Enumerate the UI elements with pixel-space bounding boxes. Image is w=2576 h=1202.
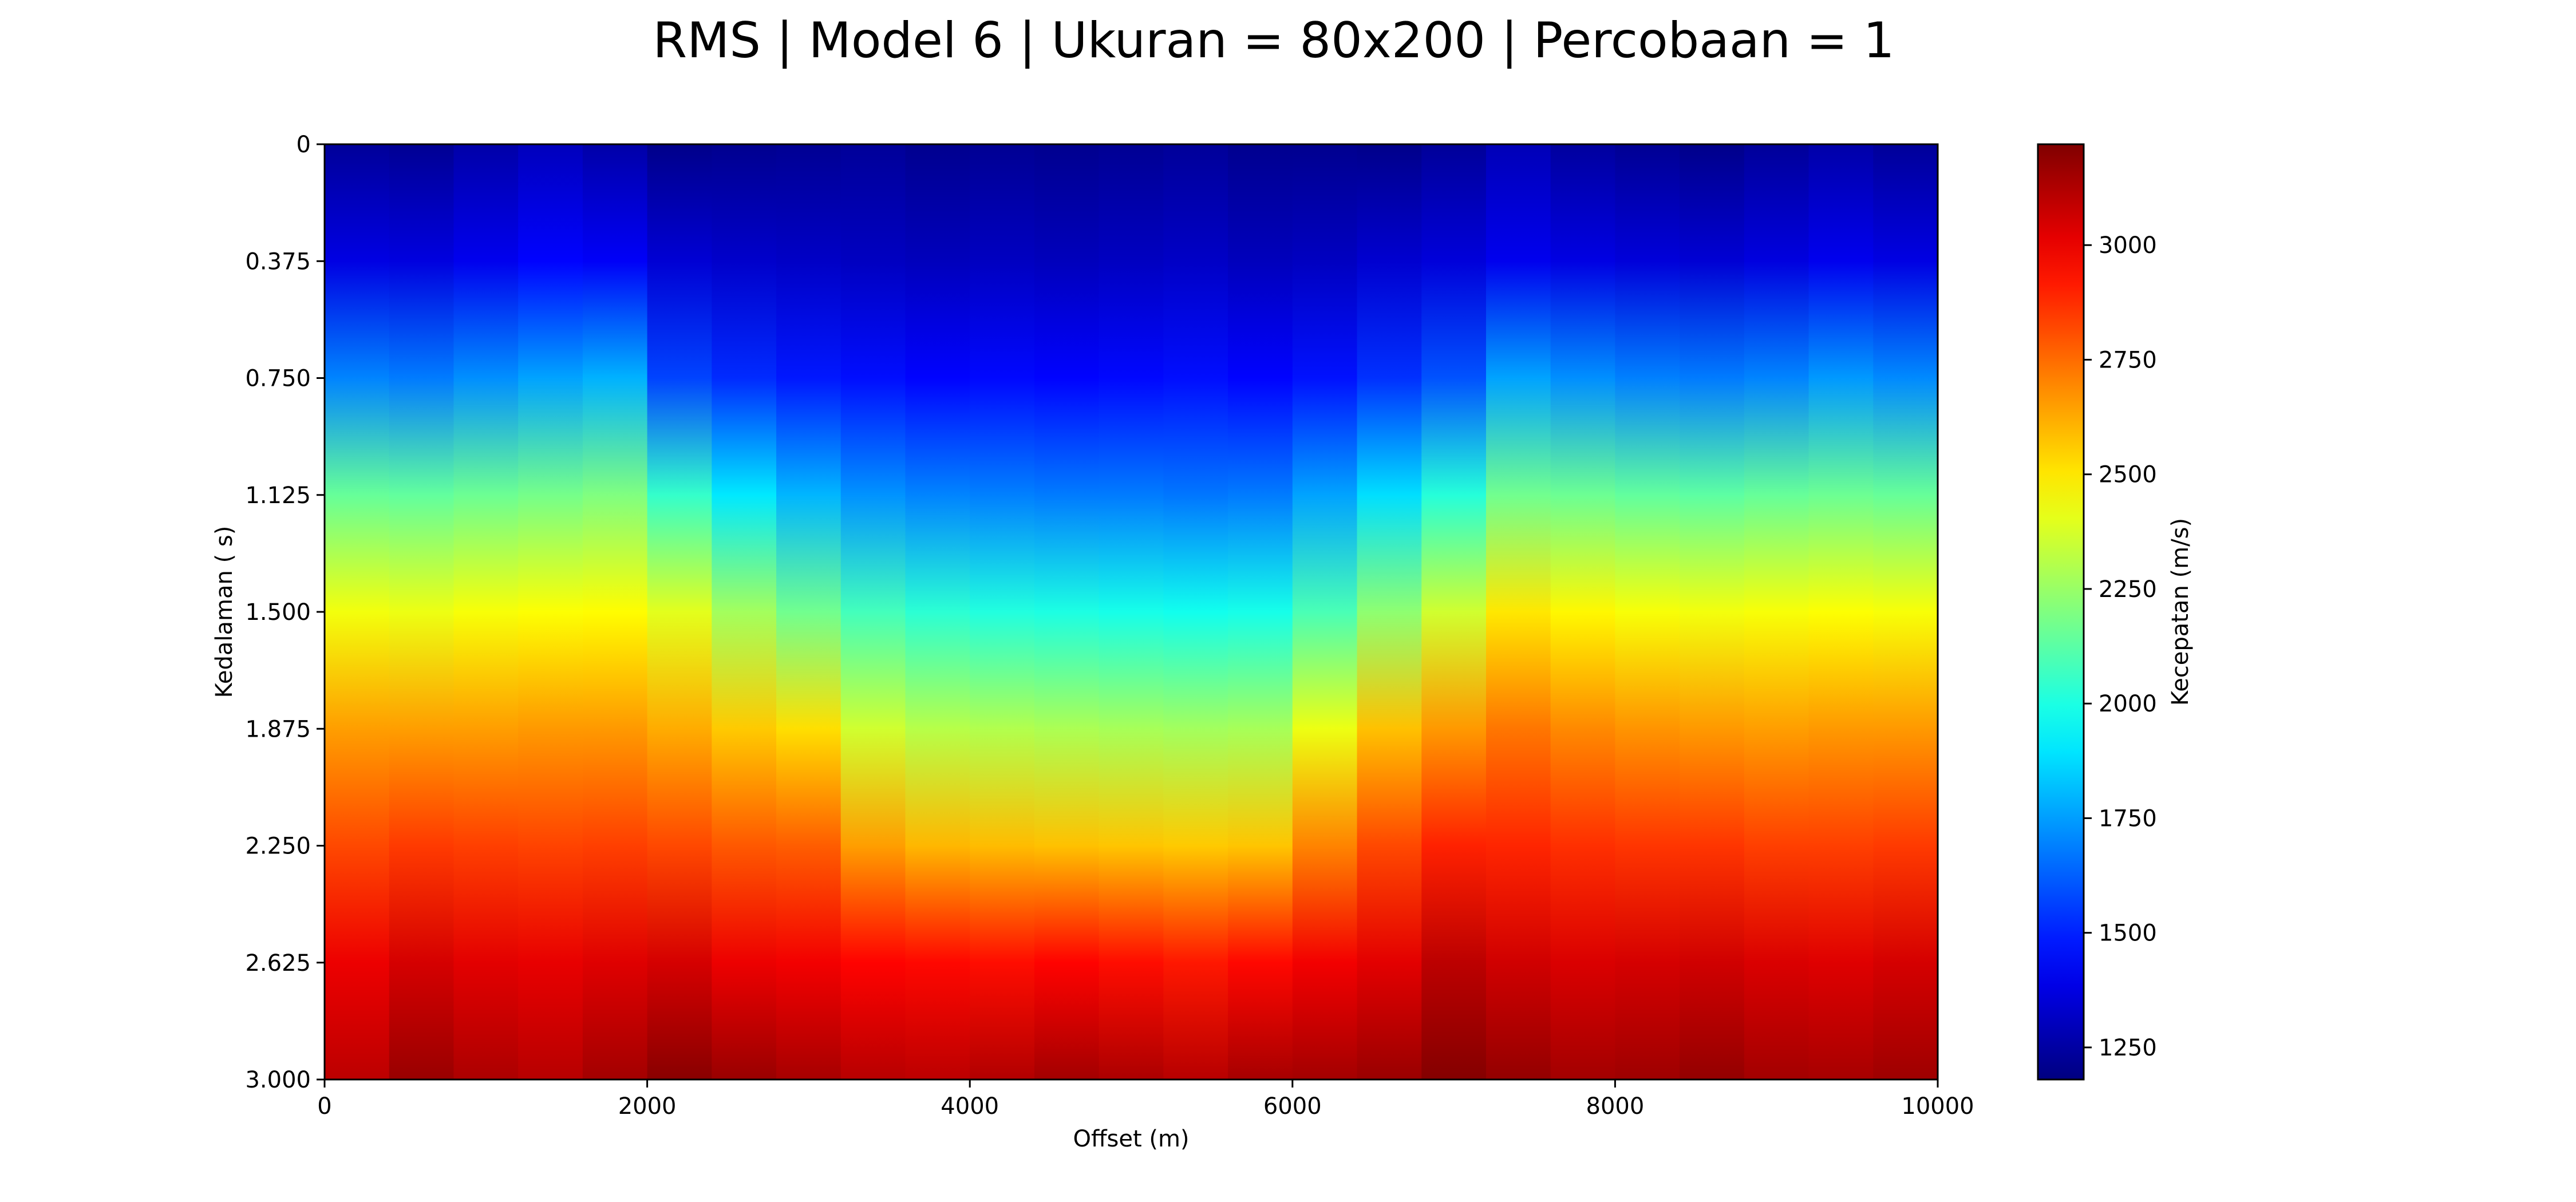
colorbar-tick-label: 2000 bbox=[2099, 691, 2157, 717]
heatmap-column bbox=[1357, 144, 1423, 1080]
heatmap-column bbox=[1228, 144, 1293, 1080]
y-tick-label: 2.625 bbox=[245, 950, 311, 976]
x-tick-label: 0 bbox=[317, 1093, 331, 1120]
y-tick-label: 1.875 bbox=[245, 716, 311, 742]
colorbar-tick-label: 2250 bbox=[2099, 576, 2157, 603]
colorbar-tick-label: 3000 bbox=[2099, 232, 2157, 259]
y-tick-label: 1.500 bbox=[245, 599, 311, 626]
colorbar-tick-label: 1500 bbox=[2099, 920, 2157, 947]
colorbar-tick-label: 1750 bbox=[2099, 805, 2157, 832]
heatmap-column bbox=[389, 144, 455, 1080]
y-axis-label: Kedalaman ( s) bbox=[211, 526, 238, 698]
colorbar-label: Kecepatan (m/s) bbox=[2167, 518, 2194, 706]
x-tick-label: 6000 bbox=[1263, 1093, 1322, 1120]
heatmap-column bbox=[905, 144, 970, 1080]
x-tick-label: 4000 bbox=[941, 1093, 999, 1120]
heatmap-column bbox=[776, 144, 841, 1080]
heatmap-column bbox=[1034, 144, 1100, 1080]
colorbar-tick-label: 2500 bbox=[2099, 462, 2157, 488]
x-tick-label: 8000 bbox=[1586, 1093, 1645, 1120]
heatmap-column bbox=[1485, 144, 1551, 1080]
y-tick-label: 0.375 bbox=[245, 248, 311, 275]
colorbar-tick-label: 1250 bbox=[2099, 1035, 2157, 1061]
heatmap-column bbox=[582, 144, 648, 1080]
colorbar bbox=[2037, 143, 2085, 1081]
heatmap-column bbox=[840, 144, 906, 1080]
heatmap-column bbox=[1550, 144, 1616, 1080]
y-tick-label: 3.000 bbox=[245, 1067, 311, 1093]
heatmap-column bbox=[325, 144, 390, 1080]
heatmap-column bbox=[1808, 144, 1874, 1080]
x-tick-label: 10000 bbox=[1901, 1093, 1974, 1120]
heatmap-column bbox=[1421, 144, 1487, 1080]
heatmap-column bbox=[1099, 144, 1164, 1080]
heatmap-column bbox=[1680, 144, 1745, 1080]
heatmap-column bbox=[518, 144, 583, 1080]
x-tick-label: 2000 bbox=[618, 1093, 677, 1120]
y-tick-label: 2.250 bbox=[245, 833, 311, 860]
heatmap-column bbox=[1163, 144, 1228, 1080]
chart-title: RMS | Model 6 | Ukuran = 80x200 | Percob… bbox=[653, 12, 1894, 69]
x-axis-ticks: 0 2000 4000 6000 8000 10000 bbox=[317, 1080, 1974, 1120]
heatmap-column bbox=[1744, 144, 1809, 1080]
y-axis-ticks: 0 0.375 0.750 1.125 1.500 1.875 2.250 2.625 3.00… bbox=[245, 132, 325, 1093]
y-tick-label: 0.750 bbox=[245, 366, 311, 392]
velocity-heatmap bbox=[325, 144, 1938, 1080]
x-axis-label: Offset (m) bbox=[1073, 1126, 1189, 1152]
colorbar-tick-label: 2750 bbox=[2099, 347, 2157, 373]
heatmap-column bbox=[453, 144, 519, 1080]
heatmap-column bbox=[1615, 144, 1680, 1080]
heatmap-column bbox=[712, 144, 777, 1080]
colorbar-ticks: 1250 1500 1750 2000 2250 2500 2750 3000 bbox=[2084, 232, 2157, 1061]
y-tick-label: 0 bbox=[297, 132, 311, 158]
heatmap-column bbox=[1292, 144, 1358, 1080]
y-tick-label: 1.125 bbox=[245, 483, 311, 509]
heatmap-column bbox=[647, 144, 713, 1080]
heatmap-column bbox=[970, 144, 1035, 1080]
heatmap-column bbox=[1873, 144, 1938, 1080]
